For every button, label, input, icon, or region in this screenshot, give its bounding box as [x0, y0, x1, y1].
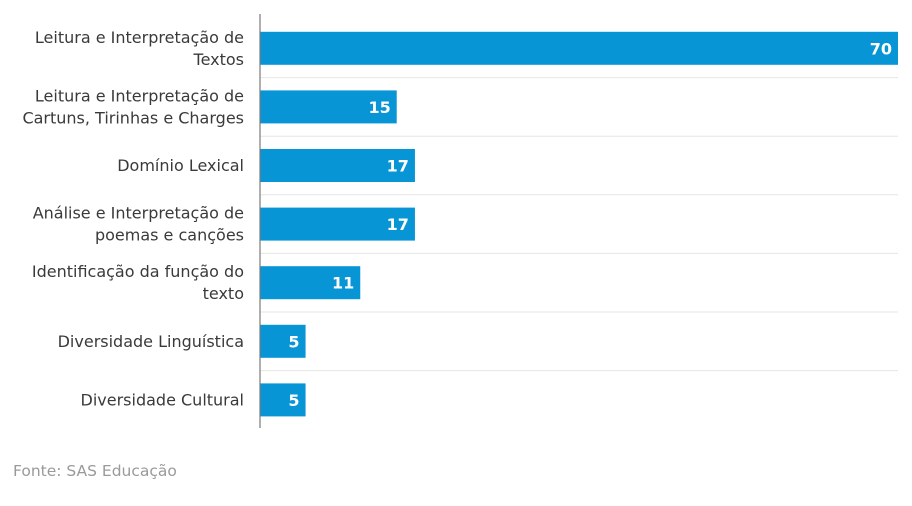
category-label: Leitura e Interpretação de Textos [35, 28, 244, 69]
gridlines [260, 77, 898, 372]
bar [260, 266, 361, 300]
category-label: Diversidade Linguística [58, 332, 244, 351]
category-label: Identificação da função do texto [32, 262, 244, 303]
source-note: Fonte: SAS Educação [13, 462, 177, 480]
category-label: Análise e Interpretação de poemas e cançõ… [33, 204, 244, 245]
bar [260, 31, 898, 65]
bars [260, 31, 898, 417]
bar [260, 149, 415, 182]
value-label: 5 [288, 391, 299, 410]
bar [260, 324, 306, 358]
value-label: 70 [870, 39, 892, 58]
value-label: 17 [387, 157, 409, 176]
value-label: 17 [387, 215, 409, 234]
bar-chart: Leitura e Interpretação de Textos Leitura … [22, 14, 898, 428]
bar [260, 207, 415, 241]
category-labels: Leitura e Interpretação de Textos Leitura … [22, 28, 244, 410]
bar [260, 383, 306, 417]
category-label: Diversidade Cultural [81, 390, 244, 409]
category-label: Domínio Lexical [117, 156, 244, 175]
value-label: 15 [368, 98, 390, 117]
bar [260, 90, 397, 124]
value-label: 5 [288, 332, 299, 351]
value-labels: 70 15 17 17 11 5 5 [288, 39, 892, 410]
category-label: Leitura e Interpretação de Cartuns, Tirin… [22, 86, 244, 127]
value-label: 11 [332, 274, 354, 293]
